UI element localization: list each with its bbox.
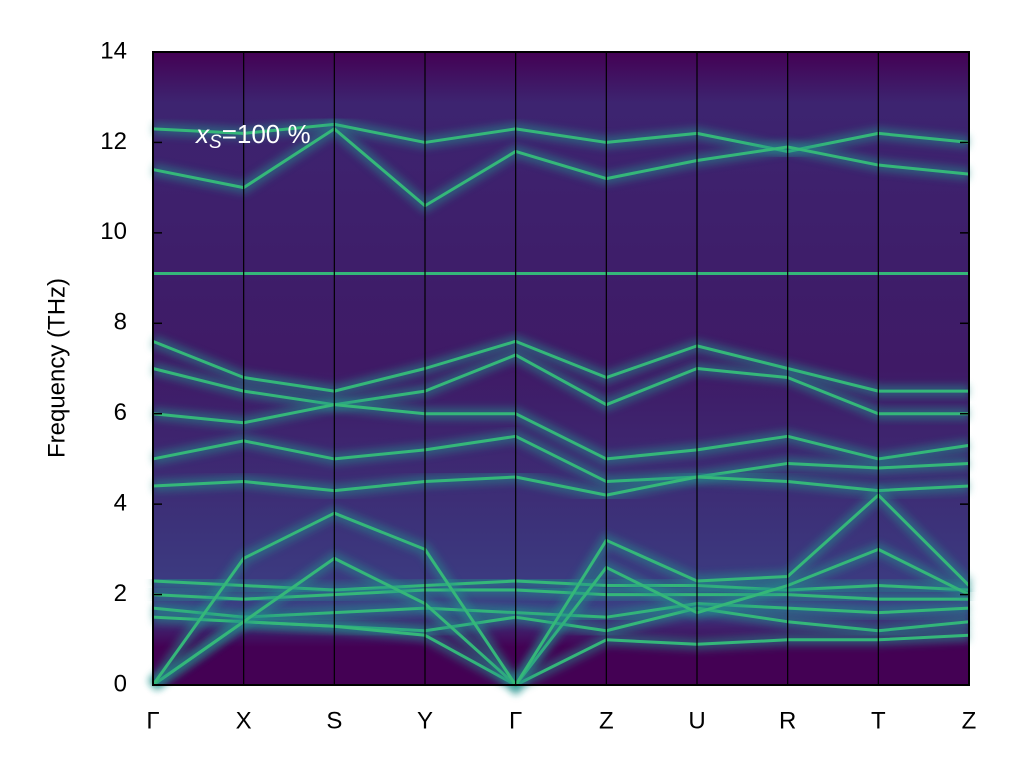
x-tick-label: Z xyxy=(599,707,614,734)
band xyxy=(152,127,970,208)
band xyxy=(152,475,970,497)
x-tick-label: Γ xyxy=(509,707,522,734)
x-tick-label: S xyxy=(326,707,342,734)
annotation-sub: S xyxy=(209,132,222,153)
x-tick-label: Y xyxy=(417,707,433,734)
y-tick-label: 12 xyxy=(100,128,127,155)
y-tick-label: 2 xyxy=(114,580,127,607)
annotation: xS=100 % xyxy=(194,119,311,153)
y-tick-label: 4 xyxy=(114,489,127,516)
band xyxy=(152,339,969,393)
x-tick-label: R xyxy=(779,707,796,734)
band xyxy=(151,493,971,687)
band xyxy=(152,434,970,484)
x-tick-label: Γ xyxy=(146,707,159,734)
plot-frame xyxy=(152,51,970,686)
x-tick-label: Z xyxy=(962,707,977,734)
annotation-var: x xyxy=(194,119,210,149)
x-tick-label: X xyxy=(236,707,252,734)
band xyxy=(152,122,970,153)
y-tick-label: 6 xyxy=(114,399,127,426)
x-tick-label: U xyxy=(688,707,705,734)
y-tick-label: 8 xyxy=(114,309,127,336)
bands xyxy=(148,118,974,697)
x-tick-label: T xyxy=(871,707,886,734)
band xyxy=(152,620,970,687)
annotation-rest: =100 % xyxy=(222,119,311,149)
band xyxy=(152,547,970,687)
band xyxy=(152,403,970,461)
band xyxy=(152,353,969,416)
y-axis-label: Frequency (THz) xyxy=(43,278,70,458)
y-tick-label: 0 xyxy=(114,670,127,697)
y-tick-label: 14 xyxy=(100,37,127,64)
y-tick-label: 10 xyxy=(100,218,127,245)
dividers xyxy=(243,52,879,685)
